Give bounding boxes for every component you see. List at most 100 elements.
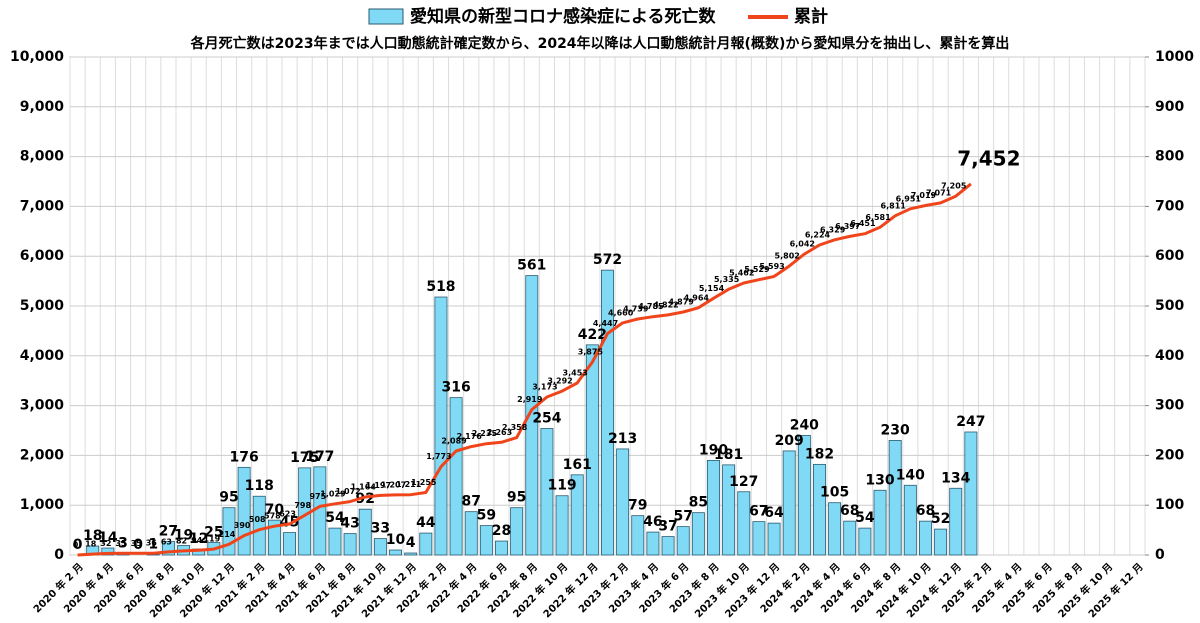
bar-label: 572	[593, 252, 622, 268]
line-label: 3,173	[532, 382, 557, 391]
line-label: 3,292	[547, 377, 572, 386]
bar	[328, 527, 342, 556]
bar-label: 59	[477, 508, 496, 524]
line-label: 7,205	[941, 182, 967, 191]
line-label: 1,029	[320, 489, 346, 498]
line-label: 1,255	[411, 478, 437, 487]
line-label: 32	[100, 539, 111, 548]
line-label: 2,176	[457, 432, 483, 441]
bar	[283, 532, 296, 556]
line-label: 2,089	[441, 436, 467, 445]
line-label: 5,462	[729, 268, 754, 277]
line-label: 5,529	[744, 265, 770, 274]
y-tick-label: 0	[54, 547, 64, 563]
bar-label: 0	[133, 537, 143, 553]
bar-label: 19	[174, 528, 193, 544]
bar-label: 213	[608, 431, 637, 447]
bar-label: 70	[265, 502, 285, 518]
bar	[419, 532, 433, 556]
y2-tick-label: 1000	[1155, 49, 1194, 65]
bar-label: 18	[83, 528, 102, 544]
bar-label: 177	[305, 449, 334, 465]
bar-label: 33	[371, 521, 390, 537]
y-tick-label: 1,000	[20, 497, 65, 513]
y-tick-label: 2,000	[20, 447, 65, 463]
bar-label: 27	[159, 524, 178, 540]
bar-label: 57	[673, 509, 692, 525]
y2-tick-label: 300	[1155, 398, 1184, 414]
bar-label: 161	[563, 457, 592, 473]
line-label: 119	[203, 535, 220, 544]
x-tick-label: 2025 年 10 月	[1055, 560, 1115, 620]
line-label: 6,397	[835, 222, 860, 231]
line-label: 1,211	[396, 480, 422, 489]
line-label: 2,919	[517, 395, 543, 404]
bar-label: 230	[881, 422, 910, 438]
line-label: 1,164	[351, 483, 377, 492]
bar-label: 181	[714, 447, 743, 463]
bar-label: 190	[699, 442, 728, 458]
bar	[752, 521, 766, 556]
bar-label: 134	[941, 470, 970, 486]
bar-label: 130	[865, 472, 894, 488]
line-label: 508	[249, 515, 266, 524]
x-tick-label: 2021 年 10 月	[328, 560, 388, 620]
bar	[646, 531, 660, 556]
line-label: 35	[115, 539, 127, 548]
bar-label: 0	[73, 537, 83, 553]
bar-label: 68	[840, 503, 859, 519]
bar	[449, 397, 463, 556]
bar-label: 4	[406, 535, 416, 551]
bar	[616, 448, 630, 556]
bar-label: 28	[492, 523, 511, 539]
line-label: 63	[161, 537, 172, 546]
legend-label: 愛知県の新型コロナ感染症による死亡数	[410, 6, 716, 27]
bar	[919, 520, 932, 556]
y2-tick-label: 600	[1155, 248, 1184, 264]
x-tick-label: 2023 年 12 月	[722, 560, 782, 620]
bar	[828, 502, 842, 556]
bar	[570, 474, 584, 556]
bar-label: 105	[820, 485, 849, 501]
line-label: 6,329	[820, 225, 846, 234]
bar-label: 422	[578, 327, 607, 343]
bar	[267, 519, 281, 556]
bar-label: 14	[98, 530, 118, 546]
line-label: 82	[176, 536, 187, 545]
line-label: 7,019	[911, 191, 937, 200]
y-tick-label: 8,000	[20, 149, 65, 165]
y2-tick-label: 700	[1155, 198, 1184, 214]
line-label: 6,451	[850, 219, 876, 228]
x-tick-label: 2025 年 12 月	[1085, 560, 1145, 620]
bar	[661, 536, 675, 556]
bar	[555, 495, 569, 556]
bar-label: 25	[204, 525, 223, 541]
bar	[389, 549, 402, 556]
bar	[252, 495, 266, 556]
line-label: 798	[294, 501, 311, 510]
line-label: 975	[309, 492, 326, 501]
bar	[707, 459, 720, 556]
line-label: 5,593	[759, 262, 784, 271]
bar-label: 561	[517, 258, 546, 274]
line-label: 5,154	[699, 284, 725, 293]
bar-label: 46	[643, 514, 662, 530]
x-tick-label: 2024 年 10 月	[873, 560, 933, 620]
bar	[434, 296, 448, 556]
bar	[101, 547, 115, 556]
bar-label: 140	[896, 467, 925, 483]
line-label: 578	[264, 512, 281, 521]
bar	[495, 540, 508, 556]
bar	[722, 464, 736, 556]
line-label: 4,879	[669, 298, 695, 307]
x-tick-label: 2020 年 10 月	[147, 560, 207, 620]
line-label: 1,072	[335, 487, 360, 496]
line-label: 2,358	[502, 423, 528, 432]
y-tick-label: 10,000	[10, 49, 64, 65]
bar	[585, 344, 599, 556]
bar-label: 87	[461, 494, 480, 510]
line-label: 390	[234, 521, 251, 530]
bar-label: 85	[689, 495, 708, 511]
y2-tick-label: 200	[1155, 447, 1184, 463]
